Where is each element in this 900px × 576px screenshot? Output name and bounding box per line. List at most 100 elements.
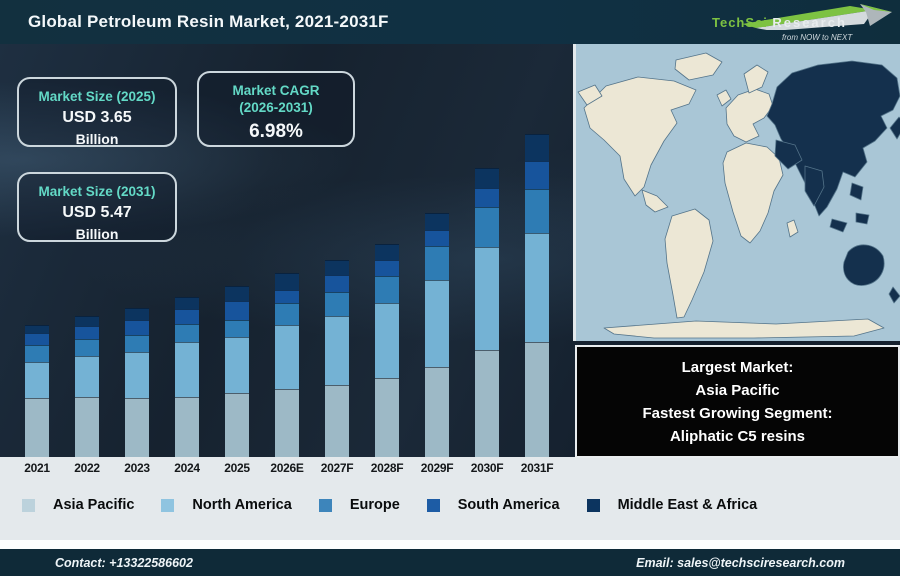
map-southeast-asia-highlight: [849, 182, 864, 201]
legend-item-south-america: South America: [426, 497, 560, 513]
map-scandinavia: [743, 64, 769, 94]
bar-segment-middle-east-africa: [375, 244, 399, 260]
legend-label: South America: [457, 497, 560, 513]
footer-divider: [0, 540, 900, 549]
bar-segment-south-america: [425, 230, 449, 246]
bar-segment-north-america: [475, 247, 499, 350]
bar-segment-middle-east-africa: [125, 308, 149, 320]
bar-segment-middle-east-africa: [475, 168, 499, 188]
bar-segment-south-america: [175, 309, 199, 324]
legend-swatch-icon: [426, 498, 440, 512]
stacked-bar-2021: [25, 325, 49, 457]
stacked-bar-2025: [225, 286, 249, 457]
stacked-bar-2023: [125, 308, 149, 457]
bar-segment-asia-pacific: [375, 378, 399, 457]
stat-label-line2: (2026-2031): [239, 100, 313, 115]
stat-value: USD 5.47: [62, 204, 132, 221]
legend-swatch-icon: [318, 498, 332, 512]
bar-segment-asia-pacific: [325, 385, 349, 457]
footer-bar: Contact: +13322586602 Email: sales@techs…: [0, 549, 900, 576]
techsci-research-logo: TechSci Research from NOW to NEXT: [704, 2, 894, 42]
stacked-bar-2024: [175, 297, 199, 457]
bar-segment-north-america: [375, 303, 399, 378]
bar-segment-europe: [125, 335, 149, 352]
map-greenland: [674, 52, 723, 81]
x-axis-label-2024: 2024: [174, 461, 200, 475]
legend: Asia Pacific North America Europe South Ame…: [22, 497, 757, 513]
legend-label: North America: [192, 497, 292, 513]
bar-segment-north-america: [225, 337, 249, 393]
bar-segment-middle-east-africa: [175, 297, 199, 309]
world-map: [576, 44, 900, 339]
x-axis-label-2021: 2021: [24, 461, 50, 475]
stat-unit: Billion: [75, 131, 119, 147]
bar-segment-north-america: [25, 362, 49, 398]
footer-email: Email: sales@techsciresearch.com: [636, 555, 845, 570]
stat-label: Market Size (2025): [38, 89, 156, 104]
largest-market-box: Largest Market: Asia Pacific Fastest Gro…: [575, 345, 900, 458]
bar-segment-middle-east-africa: [425, 213, 449, 230]
bar-segment-europe: [375, 276, 399, 303]
map-africa: [722, 142, 784, 244]
legend-item-asia-pacific: Asia Pacific: [22, 497, 134, 513]
bar-segment-north-america: [325, 316, 349, 385]
stacked-bar-2027f: [325, 260, 349, 457]
logo-brand-secondary: Research: [772, 15, 847, 30]
bar-segment-south-america: [75, 326, 99, 339]
bar-segment-south-america: [475, 188, 499, 207]
world-map-panel: [573, 44, 900, 341]
bottom-strip: 2021 2022 2023 2024 2025 2026E 2027F 2028F 2029F…: [0, 457, 900, 540]
legend-swatch-icon: [586, 498, 600, 512]
x-axis-label-2025: 2025: [224, 461, 250, 475]
stacked-bar-2028f: [375, 244, 399, 457]
bar-segment-europe: [325, 292, 349, 316]
stacked-bar-2022: [75, 316, 99, 457]
stat-label: Market CAGR: [232, 83, 320, 98]
stat-value: USD 3.65: [62, 109, 132, 126]
legend-item-middle-east-africa: Middle East & Africa: [586, 497, 757, 513]
bar-segment-north-america: [275, 325, 299, 389]
bar-stack-container: [25, 44, 549, 457]
bar-segment-middle-east-africa: [25, 325, 49, 333]
stacked-bar-2030f: [475, 168, 499, 457]
map-alaska: [577, 84, 603, 106]
largest-market-value: Asia Pacific: [695, 381, 780, 399]
legend-item-north-america: North America: [161, 497, 292, 513]
logo-brand-primary: TechSci: [712, 15, 768, 30]
bar-segment-north-america: [75, 356, 99, 397]
map-japan-highlight: [889, 116, 900, 140]
legend-label: Asia Pacific: [53, 497, 135, 513]
map-antarctica: [603, 318, 885, 339]
bar-segment-south-america: [525, 161, 549, 189]
stat-label: Market Size (2031): [38, 184, 156, 199]
map-new-guinea-highlight: [855, 212, 870, 225]
map-madagascar: [786, 219, 799, 238]
bar-segment-asia-pacific: [475, 350, 499, 457]
bar-segment-middle-east-africa: [225, 286, 249, 301]
bar-segment-south-america: [325, 275, 349, 292]
largest-market-label: Largest Market:: [681, 358, 794, 376]
bar-segment-asia-pacific: [275, 389, 299, 457]
bar-segment-middle-east-africa: [275, 273, 299, 290]
x-axis-label-2028f: 2028F: [370, 461, 404, 475]
bar-segment-asia-pacific: [525, 342, 549, 457]
map-central-america: [641, 189, 669, 213]
bar-segment-middle-east-africa: [325, 260, 349, 275]
legend-swatch-icon: [22, 498, 35, 512]
x-axis-label-2022: 2022: [74, 461, 100, 475]
bar-segment-south-america: [275, 290, 299, 303]
bar-segment-europe: [425, 246, 449, 280]
fastest-segment-value: Aliphatic C5 resins: [669, 427, 806, 445]
footer-contact: Contact: +13322586602: [55, 555, 193, 570]
x-axis-label-2031f: 2031F: [520, 461, 554, 475]
legend-swatch-icon: [161, 498, 175, 512]
x-axis-label-2023: 2023: [124, 461, 150, 475]
title-bar: Global Petroleum Resin Market, 2021-2031…: [0, 0, 900, 44]
map-south-america: [664, 208, 714, 319]
page-title: Global Petroleum Resin Market, 2021-2031…: [28, 12, 389, 31]
logo-tagline: from NOW to NEXT: [782, 33, 853, 42]
bar-segment-north-america: [425, 280, 449, 367]
stacked-bar-2029f: [425, 213, 449, 457]
x-axis-label-2030f: 2030F: [470, 461, 504, 475]
bar-segment-asia-pacific: [225, 393, 249, 457]
